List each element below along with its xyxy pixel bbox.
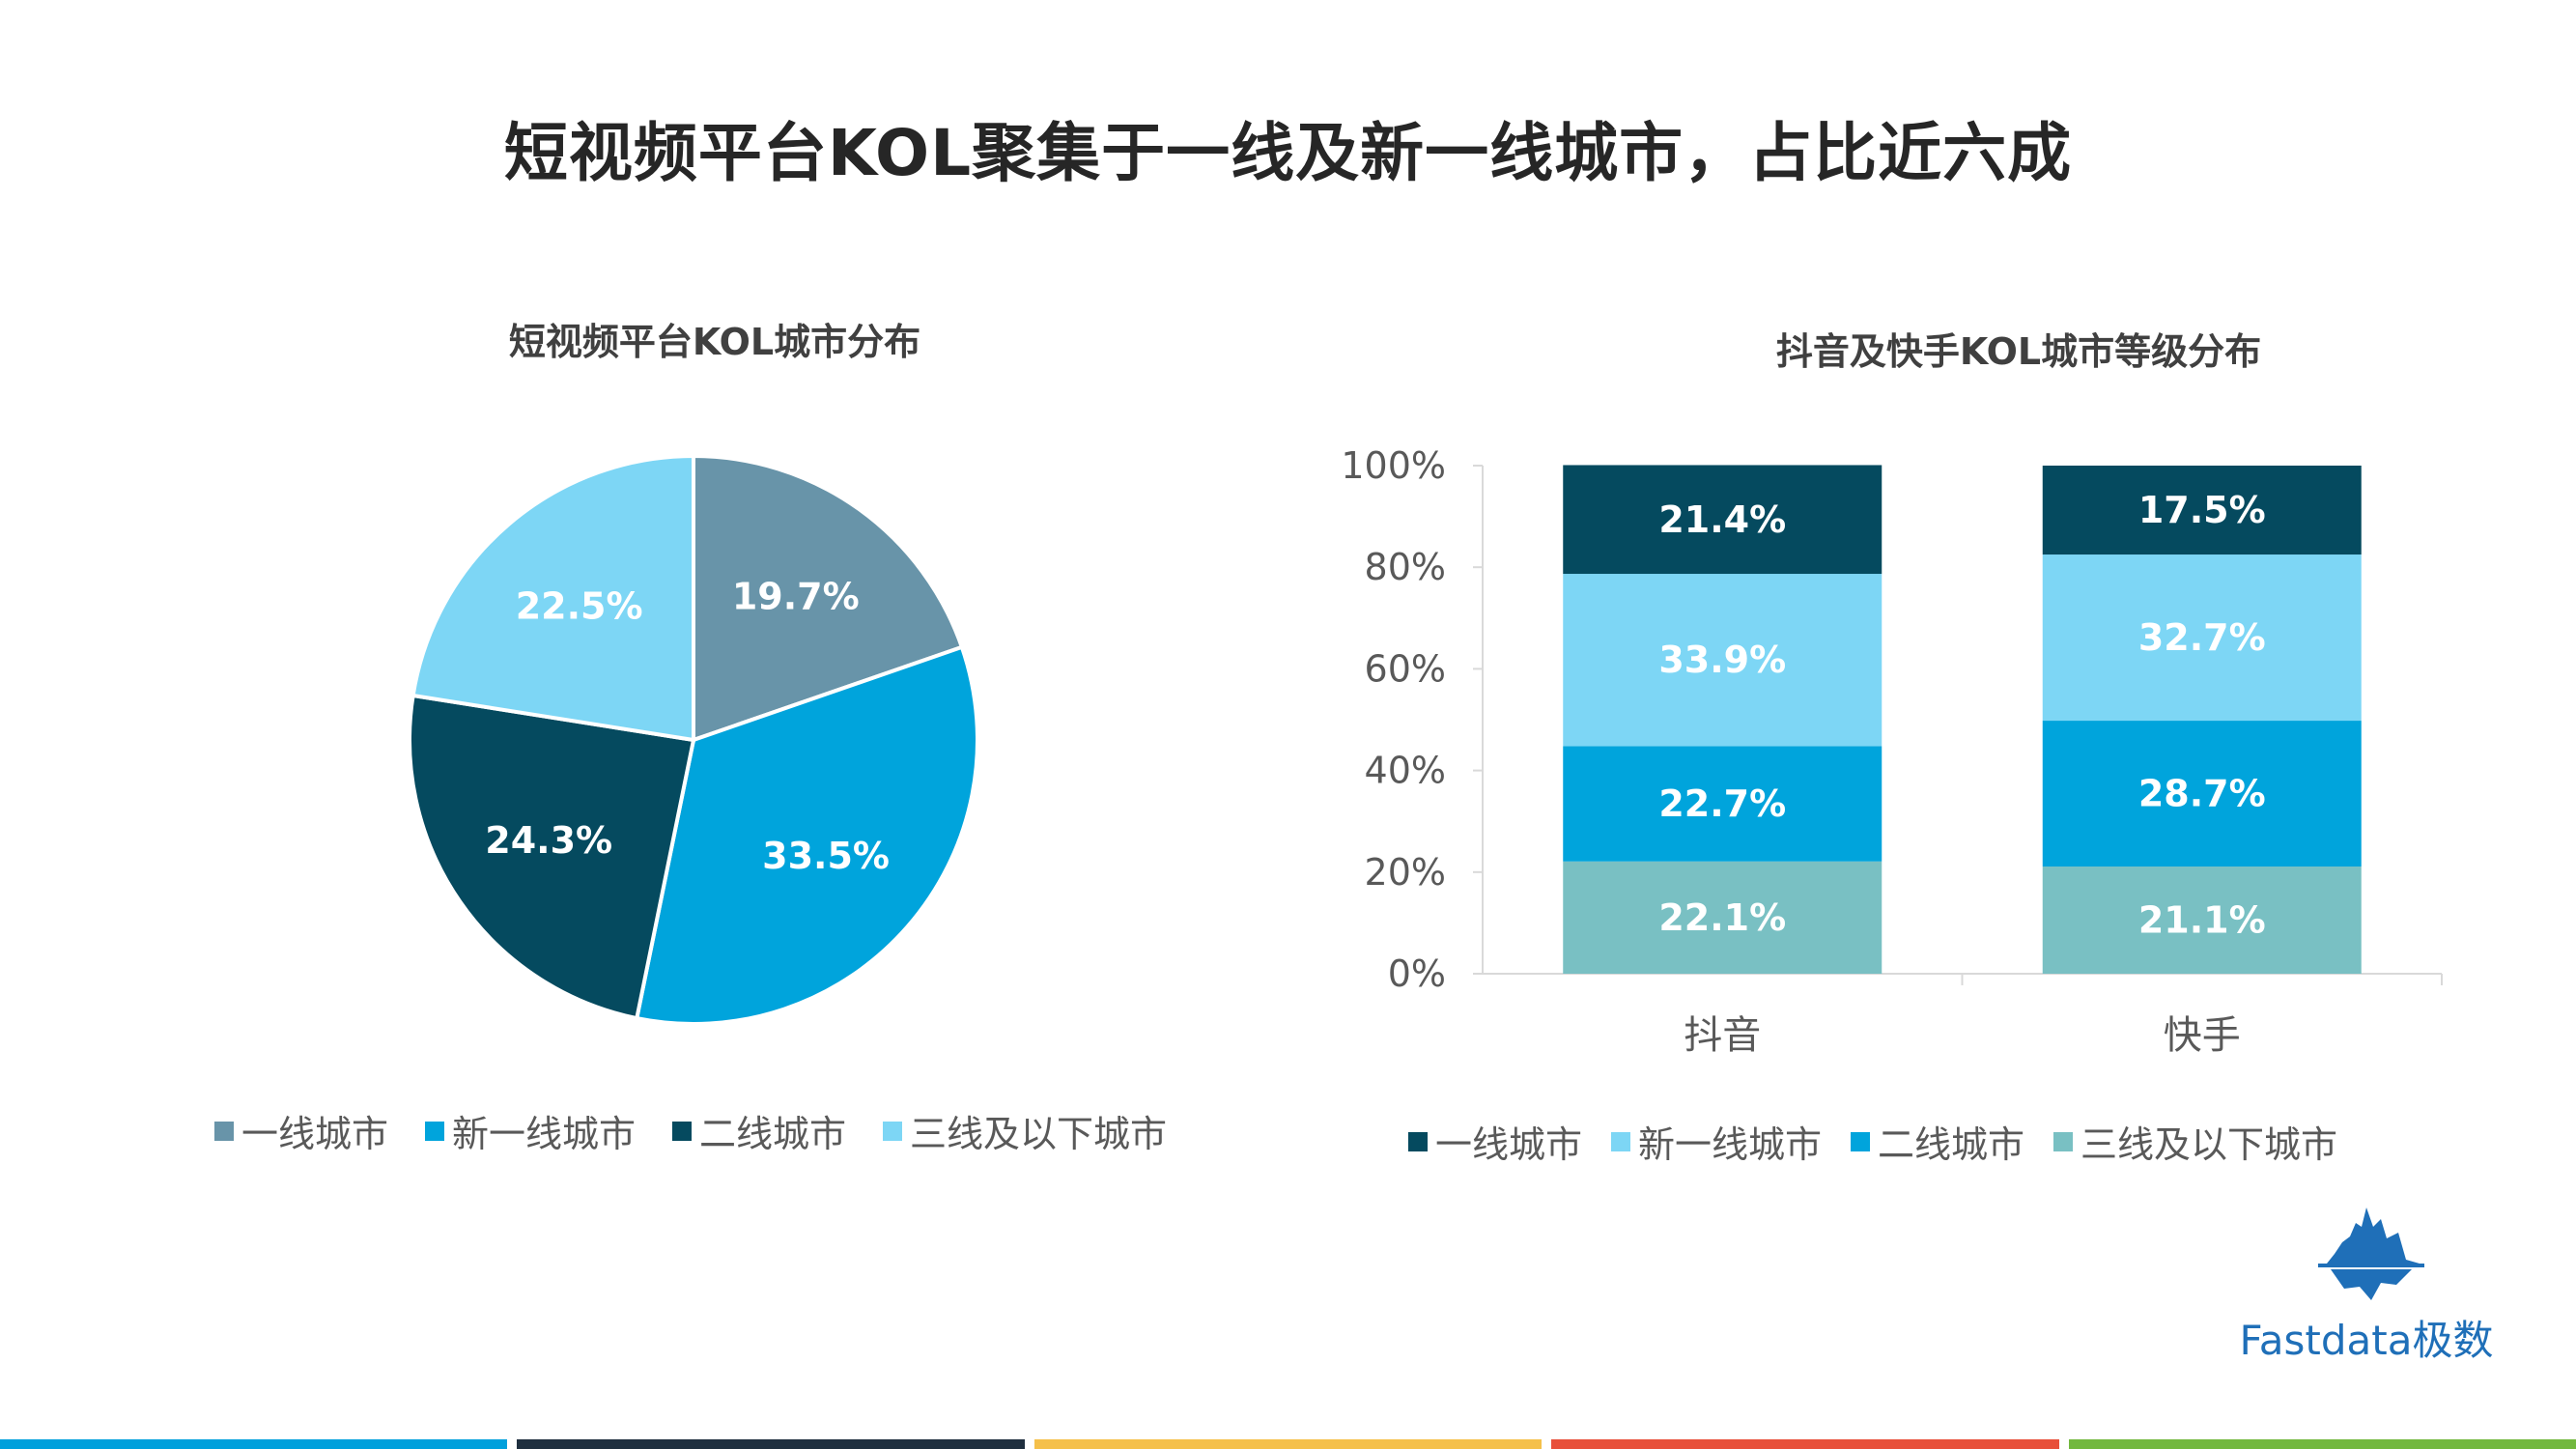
pie-data-label: 24.3%: [485, 819, 612, 862]
pie-slice: [408, 693, 696, 1021]
y-tick-label: 0%: [1388, 952, 1446, 995]
legend-item: 新一线城市: [425, 1104, 636, 1157]
legend-label: 新一线城市: [1638, 1123, 1823, 1166]
footer-color-bar: [0, 1439, 2576, 1449]
y-tick-label: 60%: [1365, 647, 1446, 690]
legend-label: 三线及以下城市: [910, 1113, 1168, 1155]
legend-label: 一线城市: [1435, 1123, 1583, 1166]
legend-item: 二线城市: [1851, 1115, 2024, 1168]
pie-slice: [410, 453, 695, 743]
legend-swatch: [672, 1121, 693, 1141]
bar-data-label: 22.7%: [1658, 782, 1786, 825]
pie-legend: 一线城市 新一线城市 二线城市 三线及以下城市: [214, 1104, 1203, 1157]
bar-data-label: 32.7%: [2138, 616, 2266, 659]
legend-label: 二线城市: [699, 1113, 847, 1155]
brand-name: Fastdata极数: [2239, 1317, 2494, 1364]
legend-swatch: [1408, 1131, 1428, 1151]
x-tick-label: 快手: [2164, 1013, 2241, 1058]
legend-label: 一线城市: [241, 1113, 389, 1155]
legend-swatch: [1851, 1131, 1871, 1151]
x-tick-label: 抖音: [1684, 1013, 1761, 1058]
legend-item: 二线城市: [672, 1104, 846, 1157]
bar-data-label: 33.9%: [1658, 639, 1786, 681]
legend-item: 一线城市: [1408, 1115, 1582, 1168]
footer-color-segment: [517, 1439, 1025, 1449]
legend-swatch: [214, 1121, 234, 1141]
legend-item: 一线城市: [214, 1104, 388, 1157]
bar-data-label: 21.1%: [2138, 899, 2266, 942]
legend-item: 新一线城市: [1611, 1115, 1822, 1168]
legend-label: 三线及以下城市: [2081, 1123, 2338, 1166]
page-title: 短视频平台KOL聚集于一线及新一线城市，占比近六成: [503, 116, 2073, 190]
legend-label: 新一线城市: [452, 1113, 637, 1155]
footer-color-segment: [1551, 1439, 2059, 1449]
bar-segment: [1563, 574, 1882, 747]
pie-data-label: 33.5%: [762, 835, 890, 877]
bar-segment: [1563, 861, 1882, 974]
legend-label: 二线城市: [1878, 1123, 2025, 1166]
y-tick-label: 20%: [1365, 851, 1446, 894]
footer-color-segment: [1033, 1439, 1543, 1449]
legend-swatch: [2053, 1131, 2074, 1151]
legend-swatch: [883, 1121, 903, 1141]
legend-swatch: [425, 1121, 445, 1141]
bar-data-label: 28.7%: [2138, 773, 2266, 815]
bar-segment: [2042, 554, 2362, 722]
bar-segment: [1563, 746, 1882, 862]
y-tick-label: 80%: [1365, 546, 1446, 588]
bar-segment: [2042, 466, 2362, 555]
y-tick-label: 100%: [1341, 444, 1446, 487]
footer-color-segment: [0, 1439, 508, 1449]
pie-chart-title: 短视频平台KOL城市分布: [508, 321, 921, 363]
pie-data-label: 19.7%: [732, 576, 860, 618]
bar-data-label: 21.4%: [1658, 498, 1786, 541]
legend-item: 三线及以下城市: [883, 1104, 1167, 1157]
pie-slice: [634, 644, 980, 1026]
bar-legend: 一线城市 新一线城市 二线城市 三线及以下城市: [1408, 1115, 2366, 1168]
bar-segment: [2042, 721, 2362, 867]
legend-swatch: [1611, 1131, 1631, 1151]
y-tick-label: 40%: [1365, 750, 1446, 792]
pie-data-label: 22.5%: [516, 584, 643, 627]
footer-color-segment: [2068, 1439, 2576, 1449]
iceberg-icon: [2318, 1208, 2424, 1300]
bar-segment: [2042, 867, 2362, 974]
bar-data-label: 22.1%: [1658, 896, 1786, 939]
bar-data-label: 17.5%: [2138, 489, 2266, 531]
brand-logo: Fastdata极数: [2226, 1200, 2506, 1364]
bar-chart-title: 抖音及快手KOL城市等级分布: [1775, 330, 2262, 373]
legend-item: 三线及以下城市: [2053, 1115, 2337, 1168]
bar-segment: [1563, 465, 1882, 575]
